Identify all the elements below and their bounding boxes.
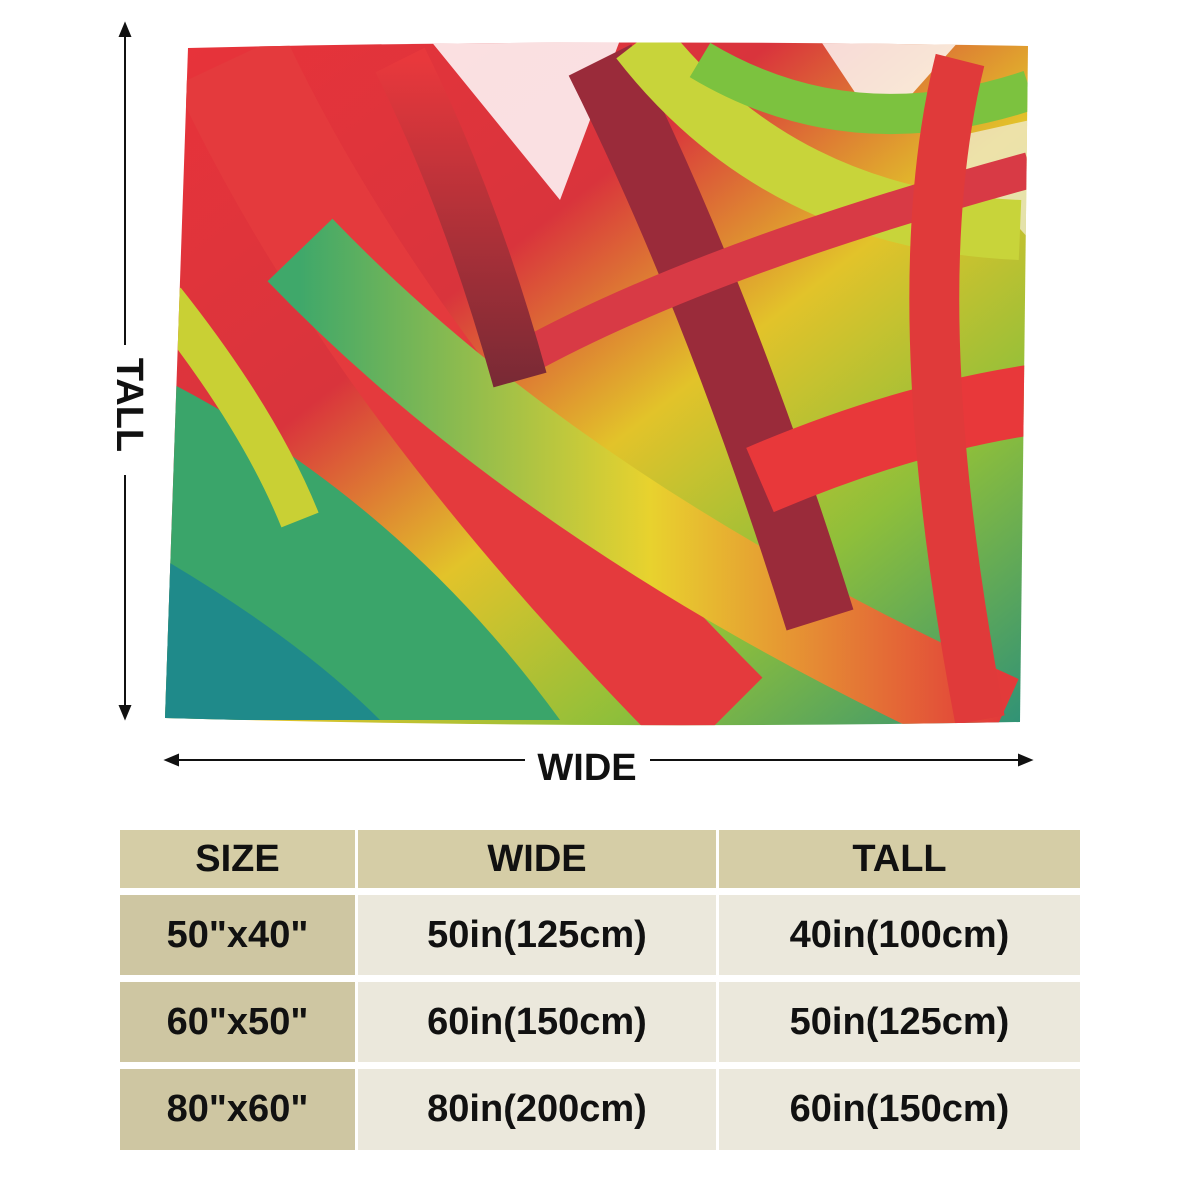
- table-cell: 40in(100cm): [719, 895, 1080, 975]
- table-cell: 80in(200cm): [358, 1069, 716, 1150]
- table-cell: 60in(150cm): [358, 982, 716, 1062]
- tall-arrow: [118, 21, 132, 721]
- table-cell: 60"x50": [120, 982, 355, 1062]
- table-cell: 50in(125cm): [358, 895, 716, 975]
- table-cell: TALL: [719, 830, 1080, 888]
- table-cell: 60in(150cm): [719, 1069, 1080, 1150]
- table-cell: 50"x40": [120, 895, 355, 975]
- table-cell: 80"x60": [120, 1069, 355, 1150]
- wide-arrow: [163, 753, 1034, 767]
- tall-label: TALL: [108, 358, 150, 452]
- wide-label: WIDE: [537, 747, 636, 789]
- blanket-art: [165, 42, 1028, 726]
- table-cell: SIZE: [120, 830, 355, 888]
- table-cell: 50in(125cm): [719, 982, 1080, 1062]
- blanket-diagram: TALL WIDE: [108, 21, 1034, 789]
- table-cell: WIDE: [358, 830, 716, 888]
